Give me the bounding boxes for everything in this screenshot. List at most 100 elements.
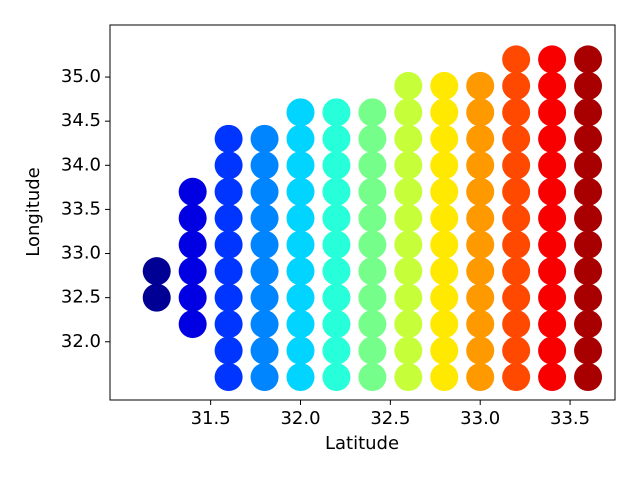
scatter-point bbox=[574, 257, 603, 286]
scatter-point bbox=[214, 336, 243, 365]
scatter-point bbox=[394, 204, 423, 233]
scatter-point bbox=[502, 257, 531, 286]
scatter-point bbox=[502, 151, 531, 180]
scatter-point bbox=[358, 204, 387, 233]
scatter-point bbox=[538, 257, 567, 286]
scatter-point bbox=[358, 124, 387, 153]
scatter-point bbox=[574, 98, 603, 127]
scatter-point bbox=[430, 230, 459, 259]
scatter-point bbox=[142, 257, 171, 286]
scatter-point bbox=[286, 363, 315, 392]
scatter-point bbox=[502, 124, 531, 153]
plot-area bbox=[142, 45, 603, 392]
scatter-point bbox=[574, 230, 603, 259]
scatter-point bbox=[214, 257, 243, 286]
scatter-point bbox=[394, 336, 423, 365]
scatter-point bbox=[250, 363, 279, 392]
scatter-point bbox=[538, 230, 567, 259]
scatter-point bbox=[574, 336, 603, 365]
scatter-point bbox=[394, 151, 423, 180]
scatter-point bbox=[322, 363, 351, 392]
scatter-point bbox=[502, 230, 531, 259]
x-axis-label: Latitude bbox=[325, 433, 399, 454]
scatter-point bbox=[250, 177, 279, 206]
scatter-point bbox=[358, 310, 387, 339]
scatter-point bbox=[142, 283, 171, 312]
y-tick-label: 33.0 bbox=[61, 243, 101, 264]
scatter-point bbox=[502, 45, 531, 74]
scatter-point bbox=[430, 177, 459, 206]
scatter-point bbox=[286, 283, 315, 312]
scatter-point bbox=[538, 177, 567, 206]
scatter-point bbox=[574, 151, 603, 180]
scatter-point bbox=[250, 204, 279, 233]
scatter-point bbox=[286, 177, 315, 206]
scatter-point bbox=[178, 177, 207, 206]
scatter-point bbox=[466, 151, 495, 180]
scatter-point bbox=[502, 363, 531, 392]
scatter-point bbox=[250, 124, 279, 153]
scatter-point bbox=[466, 283, 495, 312]
scatter-point bbox=[394, 230, 423, 259]
scatter-point bbox=[394, 257, 423, 286]
scatter-point bbox=[502, 204, 531, 233]
scatter-point bbox=[178, 257, 207, 286]
scatter-point bbox=[322, 283, 351, 312]
scatter-point bbox=[214, 363, 243, 392]
scatter-point bbox=[214, 204, 243, 233]
scatter-point bbox=[322, 151, 351, 180]
scatter-point bbox=[502, 71, 531, 100]
scatter-point bbox=[322, 98, 351, 127]
scatter-point bbox=[394, 71, 423, 100]
scatter-point bbox=[430, 204, 459, 233]
scatter-point bbox=[358, 177, 387, 206]
axes-frame bbox=[109, 24, 616, 401]
scatter-point bbox=[430, 363, 459, 392]
scatter-point bbox=[394, 283, 423, 312]
scatter-point bbox=[574, 71, 603, 100]
scatter-point bbox=[358, 363, 387, 392]
scatter-point bbox=[502, 283, 531, 312]
scatter-point bbox=[574, 204, 603, 233]
scatter-point bbox=[502, 336, 531, 365]
scatter-point bbox=[538, 310, 567, 339]
scatter-point bbox=[574, 45, 603, 74]
scatter-point bbox=[358, 151, 387, 180]
scatter-point bbox=[430, 257, 459, 286]
scatter-point bbox=[394, 98, 423, 127]
scatter-point bbox=[178, 204, 207, 233]
scatter-point bbox=[466, 336, 495, 365]
scatter-point bbox=[250, 336, 279, 365]
scatter-point bbox=[250, 151, 279, 180]
scatter-point bbox=[574, 363, 603, 392]
scatter-point bbox=[538, 45, 567, 74]
scatter-point bbox=[250, 310, 279, 339]
scatter-point bbox=[574, 124, 603, 153]
scatter-point bbox=[286, 151, 315, 180]
scatter-point bbox=[574, 283, 603, 312]
scatter-point bbox=[358, 230, 387, 259]
y-tick-label: 35.0 bbox=[61, 66, 101, 87]
scatter-point bbox=[502, 310, 531, 339]
scatter-point bbox=[358, 283, 387, 312]
scatter-point bbox=[538, 151, 567, 180]
scatter-point bbox=[286, 310, 315, 339]
scatter-point bbox=[214, 177, 243, 206]
scatter-point bbox=[466, 98, 495, 127]
scatter-point bbox=[574, 310, 603, 339]
scatter-point bbox=[466, 124, 495, 153]
scatter-point bbox=[322, 124, 351, 153]
scatter-point bbox=[286, 230, 315, 259]
scatter-point bbox=[322, 336, 351, 365]
x-tick-label: 33.0 bbox=[460, 408, 500, 429]
scatter-point bbox=[394, 124, 423, 153]
scatter-point bbox=[538, 204, 567, 233]
scatter-point bbox=[322, 310, 351, 339]
scatter-point bbox=[538, 336, 567, 365]
scatter-point bbox=[430, 151, 459, 180]
scatter-point bbox=[466, 177, 495, 206]
x-tick-label: 32.0 bbox=[280, 408, 320, 429]
scatter-point bbox=[250, 257, 279, 286]
y-axis-label: Longitude bbox=[23, 167, 44, 257]
